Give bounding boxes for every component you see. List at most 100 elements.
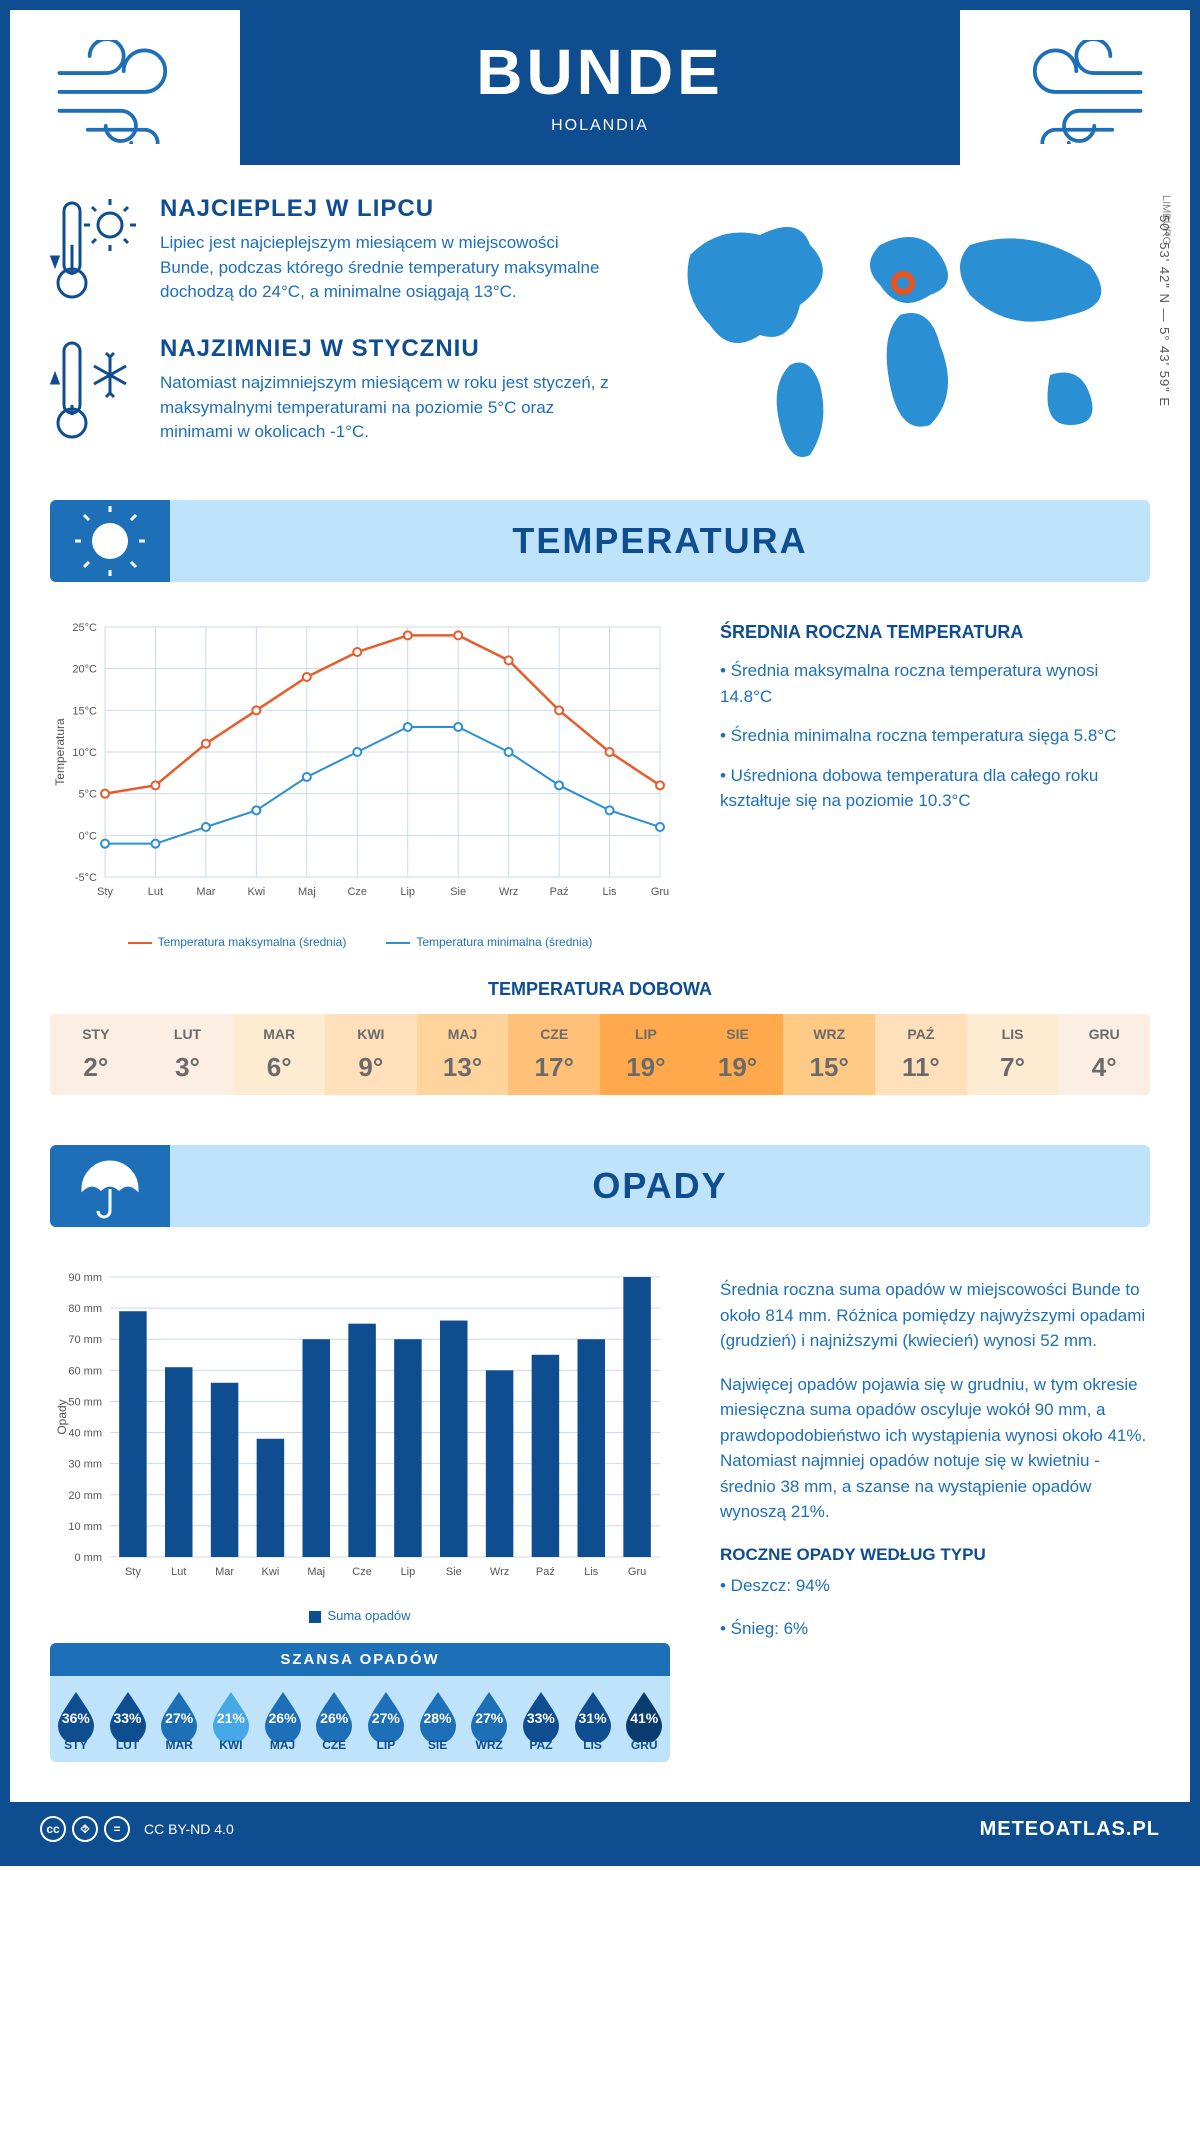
chance-cell: 26%CZE bbox=[308, 1676, 360, 1762]
svg-text:Sie: Sie bbox=[450, 886, 466, 898]
svg-text:Maj: Maj bbox=[307, 1566, 325, 1578]
brand: METEOATLAS.PL bbox=[980, 1818, 1160, 1841]
svg-text:70 mm: 70 mm bbox=[68, 1334, 102, 1346]
svg-text:Mar: Mar bbox=[215, 1566, 234, 1578]
temp-summary-line: • Średnia maksymalna roczna temperatura … bbox=[720, 658, 1150, 709]
section-precip: OPADY bbox=[50, 1145, 1150, 1227]
svg-text:90 mm: 90 mm bbox=[68, 1272, 102, 1284]
license-text: CC BY-ND 4.0 bbox=[144, 1821, 234, 1837]
temp-summary-line: • Średnia minimalna roczna temperatura s… bbox=[720, 723, 1150, 749]
svg-text:Mar: Mar bbox=[196, 886, 215, 898]
svg-text:Maj: Maj bbox=[298, 886, 316, 898]
thermometer-snow-icon bbox=[50, 335, 140, 445]
chance-cell: 27%WRZ bbox=[463, 1676, 515, 1762]
daily-cell: WRZ15° bbox=[783, 1014, 875, 1095]
daily-cell: LIS7° bbox=[967, 1014, 1059, 1095]
svg-text:Kwi: Kwi bbox=[262, 1566, 280, 1578]
svg-text:Paź: Paź bbox=[536, 1566, 555, 1578]
svg-text:10 mm: 10 mm bbox=[68, 1521, 102, 1533]
svg-text:Paź: Paź bbox=[550, 886, 569, 898]
precip-paragraph: Najwięcej opadów pojawia się w grudniu, … bbox=[720, 1372, 1150, 1525]
precip-paragraph: Średnia roczna suma opadów w miejscowośc… bbox=[720, 1277, 1150, 1354]
city-name: BUNDE bbox=[240, 35, 960, 109]
daily-cell: GRU4° bbox=[1058, 1014, 1150, 1095]
svg-text:0°C: 0°C bbox=[79, 830, 98, 842]
world-map: LIMBURG 50° 53' 42" N — 5° 43' 59" E bbox=[650, 195, 1150, 480]
legend-min: Temperatura minimalna (średnia) bbox=[386, 935, 592, 949]
footer: cc ⯑ = CC BY-ND 4.0 METEOATLAS.PL bbox=[10, 1802, 1190, 1856]
daily-cell: MAJ13° bbox=[417, 1014, 509, 1095]
precip-type-rain: • Deszcz: 94% bbox=[720, 1573, 1150, 1599]
umbrella-icon bbox=[75, 1151, 145, 1221]
chance-cell: 36%STY bbox=[50, 1676, 102, 1762]
svg-text:Gru: Gru bbox=[628, 1566, 646, 1578]
temperature-chart: -5°C0°C5°C10°C15°C20°C25°CStyLutMarKwiMa… bbox=[50, 612, 670, 949]
svg-text:Lip: Lip bbox=[401, 1566, 416, 1578]
svg-text:20 mm: 20 mm bbox=[68, 1490, 102, 1502]
svg-text:Cze: Cze bbox=[347, 886, 367, 898]
svg-text:15°C: 15°C bbox=[72, 705, 97, 717]
cc-icon: cc bbox=[40, 1816, 66, 1842]
svg-text:40 mm: 40 mm bbox=[68, 1428, 102, 1440]
section-title: TEMPERATURA bbox=[170, 520, 1150, 562]
chance-cell: 27%LIP bbox=[360, 1676, 412, 1762]
coldest-block: NAJZIMNIEJ W STYCZNIU Natomiast najzimni… bbox=[50, 335, 610, 445]
chance-cell: 33%LUT bbox=[102, 1676, 154, 1762]
chance-panel: SZANSA OPADÓW 36%STY33%LUT27%MAR21%KWI26… bbox=[50, 1643, 670, 1762]
by-icon: ⯑ bbox=[72, 1816, 98, 1842]
svg-text:Lip: Lip bbox=[400, 886, 415, 898]
section-title: OPADY bbox=[170, 1165, 1150, 1207]
svg-text:20°C: 20°C bbox=[72, 664, 97, 676]
daily-cell: PAŹ11° bbox=[875, 1014, 967, 1095]
svg-text:Lut: Lut bbox=[171, 1566, 186, 1578]
svg-text:10°C: 10°C bbox=[72, 747, 97, 759]
wind-icon bbox=[50, 40, 220, 144]
svg-text:-5°C: -5°C bbox=[75, 872, 97, 884]
chance-cell: 28%SIE bbox=[412, 1676, 464, 1762]
header: BUNDE HOLANDIA bbox=[50, 40, 1150, 165]
svg-text:Kwi: Kwi bbox=[247, 886, 265, 898]
svg-text:Wrz: Wrz bbox=[499, 886, 518, 898]
chance-cell: 31%LIS bbox=[567, 1676, 619, 1762]
svg-text:Sty: Sty bbox=[97, 886, 113, 898]
svg-text:Sty: Sty bbox=[125, 1566, 141, 1578]
svg-text:Lut: Lut bbox=[148, 886, 163, 898]
precip-type-title: ROCZNE OPADY WEDŁUG TYPU bbox=[720, 1545, 1150, 1565]
daily-cell: SIE19° bbox=[692, 1014, 784, 1095]
svg-text:Wrz: Wrz bbox=[490, 1566, 509, 1578]
svg-text:25°C: 25°C bbox=[72, 622, 97, 634]
title-banner: BUNDE HOLANDIA bbox=[240, 10, 960, 165]
precip-chart: 0 mm10 mm20 mm30 mm40 mm50 mm60 mm70 mm8… bbox=[50, 1257, 670, 1762]
svg-text:50 mm: 50 mm bbox=[68, 1396, 102, 1408]
temp-summary-line: • Uśredniona dobowa temperatura dla całe… bbox=[720, 763, 1150, 814]
coordinates: 50° 53' 42" N — 5° 43' 59" E bbox=[1157, 215, 1172, 407]
svg-text:Opady: Opady bbox=[55, 1399, 69, 1434]
svg-text:Temperatura: Temperatura bbox=[53, 718, 67, 786]
legend-max: Temperatura maksymalna (średnia) bbox=[128, 935, 347, 949]
temp-summary-title: ŚREDNIA ROCZNA TEMPERATURA bbox=[720, 622, 1150, 643]
warmest-block: NAJCIEPLEJ W LIPCU Lipiec jest najcieple… bbox=[50, 195, 610, 305]
daily-cell: MAR6° bbox=[233, 1014, 325, 1095]
daily-cell: LUT3° bbox=[142, 1014, 234, 1095]
chance-cell: 33%PAŹ bbox=[515, 1676, 567, 1762]
warmest-text: Lipiec jest najcieplejszym miesiącem w m… bbox=[160, 231, 610, 305]
svg-text:Cze: Cze bbox=[352, 1566, 372, 1578]
svg-text:Sie: Sie bbox=[446, 1566, 462, 1578]
country-name: HOLANDIA bbox=[240, 117, 960, 135]
daily-strip: STY2°LUT3°MAR6°KWI9°MAJ13°CZE17°LIP19°SI… bbox=[50, 1014, 1150, 1095]
cc-icons: cc ⯑ = bbox=[40, 1816, 130, 1842]
precip-type-snow: • Śnieg: 6% bbox=[720, 1616, 1150, 1642]
svg-text:Lis: Lis bbox=[603, 886, 618, 898]
svg-text:Gru: Gru bbox=[651, 886, 669, 898]
wind-icon bbox=[980, 40, 1150, 144]
chance-cell: 27%MAR bbox=[153, 1676, 205, 1762]
chance-cell: 41%GRU bbox=[618, 1676, 670, 1762]
chance-cell: 26%MAJ bbox=[257, 1676, 309, 1762]
svg-text:80 mm: 80 mm bbox=[68, 1303, 102, 1315]
warmest-title: NAJCIEPLEJ W LIPCU bbox=[160, 195, 610, 223]
section-temperature: TEMPERATURA bbox=[50, 500, 1150, 582]
daily-cell: STY2° bbox=[50, 1014, 142, 1095]
daily-title: TEMPERATURA DOBOWA bbox=[50, 979, 1150, 1000]
nd-icon: = bbox=[104, 1816, 130, 1842]
daily-cell: CZE17° bbox=[508, 1014, 600, 1095]
